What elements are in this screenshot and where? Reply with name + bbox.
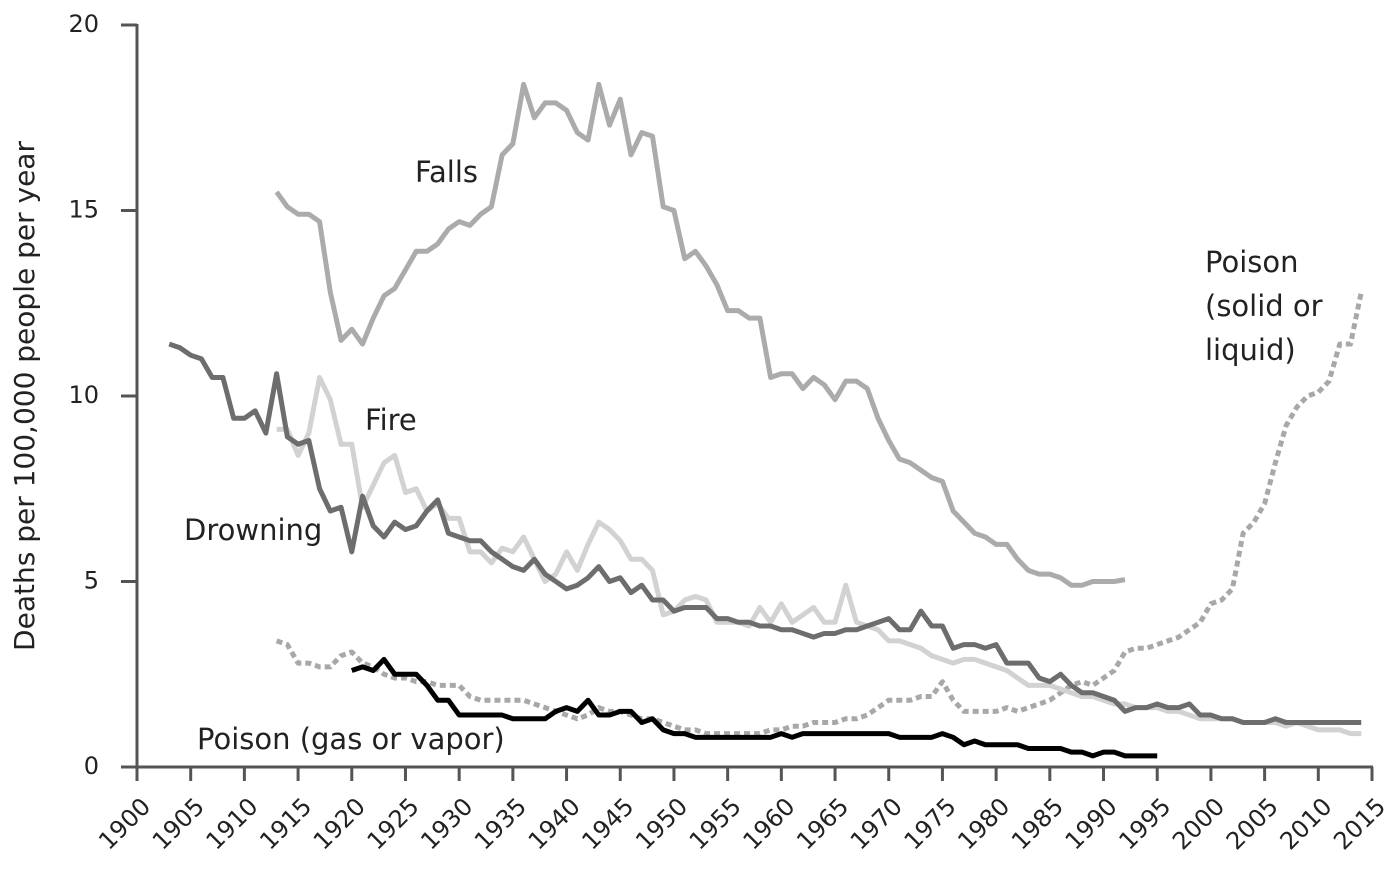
x-tick-label: 1915 xyxy=(254,792,317,855)
x-tick-label: 1940 xyxy=(523,792,586,855)
x-tick-label: 1900 xyxy=(93,792,156,855)
x-tick-label: 1920 xyxy=(308,792,371,855)
series-label: Drowning xyxy=(184,513,323,547)
x-tick-label: 1970 xyxy=(845,792,908,855)
x-tick-label: 2010 xyxy=(1275,792,1338,855)
x-tick-label: 1960 xyxy=(738,792,801,855)
x-tick-label: 1910 xyxy=(201,792,264,855)
y-tick-label: 10 xyxy=(68,381,99,409)
x-tick-label: 1905 xyxy=(147,792,210,855)
y-tick-label: 5 xyxy=(84,567,99,595)
y-tick-label: 0 xyxy=(84,752,99,780)
series-line xyxy=(168,341,1362,725)
x-tick-label: 1990 xyxy=(1060,792,1123,855)
x-tick-label: 1945 xyxy=(576,792,639,855)
x-tick-label: 2005 xyxy=(1221,792,1284,855)
x-tick-label: 1975 xyxy=(899,792,962,855)
series-line xyxy=(274,81,1126,588)
series-line xyxy=(350,656,1158,759)
y-tick-label: 20 xyxy=(68,10,99,38)
series-line xyxy=(276,374,1362,737)
x-tick-label: 1930 xyxy=(415,792,478,855)
x-tick-label: 1995 xyxy=(1113,792,1176,855)
y-axis-label: Deaths per 100,000 people per year xyxy=(8,141,41,651)
x-tick-label: 1965 xyxy=(791,792,854,855)
series-label: Poison (solid or liquid) xyxy=(1205,245,1323,367)
y-tick-label: 15 xyxy=(68,196,99,224)
series-label: Fire xyxy=(365,403,417,437)
x-tick-label: 1955 xyxy=(684,792,747,855)
x-tick-label: 1950 xyxy=(630,792,693,855)
series-line xyxy=(275,291,1364,737)
x-tick-label: 2015 xyxy=(1328,792,1391,855)
series-label: Falls xyxy=(415,155,479,189)
x-tick-label: 1925 xyxy=(362,792,425,855)
x-tick-label: 1980 xyxy=(952,792,1015,855)
x-tick-label: 1985 xyxy=(1006,792,1069,855)
series-label: Poison (gas or vapor) xyxy=(197,722,505,756)
x-tick-label: 1935 xyxy=(469,792,532,855)
x-tick-label: 2000 xyxy=(1167,792,1230,855)
